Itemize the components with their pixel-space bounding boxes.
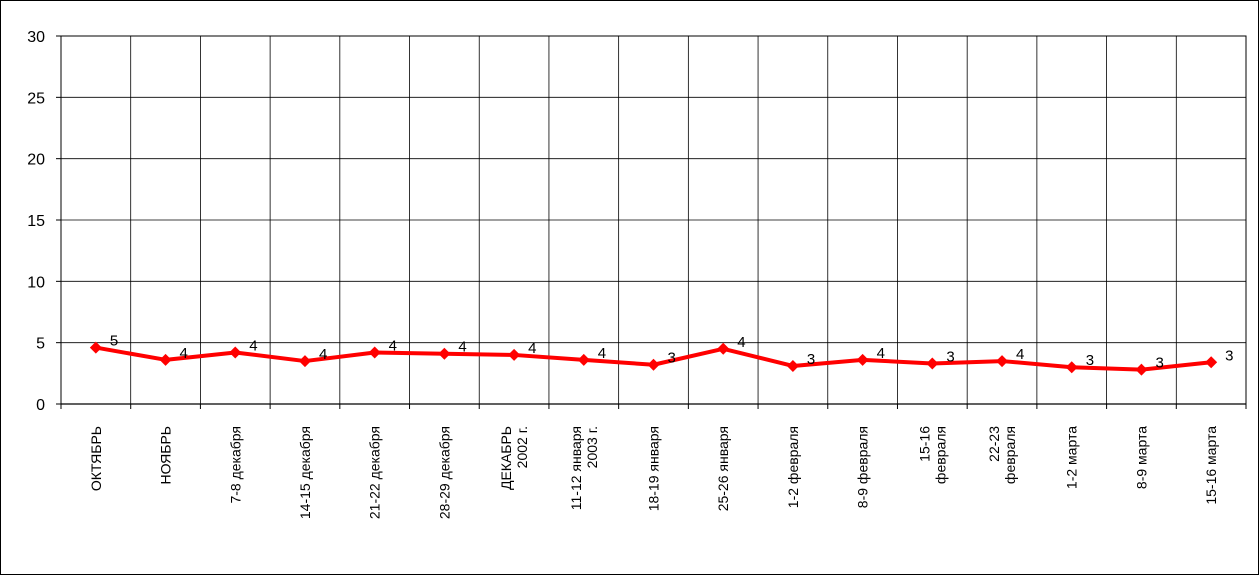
data-label: 4 (598, 345, 606, 362)
x-tick-label-line: 18-19 января (646, 426, 662, 511)
data-point (159, 353, 172, 366)
x-tick-label: ОКТЯБРЬ (88, 426, 104, 491)
data-point (368, 346, 381, 359)
data-point (1205, 356, 1218, 369)
y-tick-label: 5 (36, 336, 45, 353)
y-tick-label: 0 (36, 397, 45, 414)
x-tick-label: 21-22 декабря (367, 426, 383, 519)
x-tick-label-line: 22-23 (986, 426, 1002, 462)
data-label: 4 (458, 339, 466, 356)
x-tick-label-line: НОЯБРЬ (158, 426, 174, 485)
data-point (1135, 363, 1148, 376)
data-label: 4 (528, 340, 536, 357)
y-tick-label: 15 (27, 213, 45, 230)
x-tick-label-line: 1-2 февраля (785, 426, 801, 508)
x-tick-label-line: ОКТЯБРЬ (88, 426, 104, 491)
x-tick-label-line: 15-16 марта (1203, 426, 1219, 505)
x-tick-label: 1-2 марта (1064, 426, 1080, 489)
data-point (229, 346, 242, 359)
x-tick-label: 8-9 февраля (855, 426, 871, 508)
x-tick-label-line: 25-26 января (715, 426, 731, 511)
y-tick-label: 25 (27, 90, 45, 107)
x-tick-label-line: 7-8 декабря (227, 426, 243, 504)
data-label: 3 (807, 351, 815, 368)
data-label: 4 (319, 346, 327, 363)
x-tick-label: 28-29 декабря (436, 426, 452, 519)
x-tick-label-line: 1-2 марта (1064, 426, 1080, 489)
x-tick-label-line: февраля (932, 426, 948, 484)
data-point (438, 347, 451, 360)
x-tick-label: 15-16февраля (916, 426, 948, 484)
data-label: 3 (1155, 355, 1163, 372)
y-tick-label: 30 (27, 29, 45, 46)
data-point (717, 342, 730, 355)
x-tick-label-line: 28-29 декабря (436, 426, 452, 519)
x-tick-label: ДЕКАБРЬ2002 г. (498, 426, 530, 490)
data-label: 3 (1225, 347, 1233, 364)
x-tick-label-line: 2003 г. (584, 426, 600, 468)
data-point (926, 357, 939, 370)
x-tick-label-line: 2002 г. (514, 426, 530, 468)
data-label: 4 (737, 334, 745, 351)
data-point (89, 341, 102, 354)
x-tick-label-line: 15-16 (916, 426, 932, 462)
y-tick-label: 10 (27, 274, 45, 291)
x-tick-label: НОЯБРЬ (158, 426, 174, 485)
data-point (508, 348, 521, 361)
x-tick-label-line: 8-9 марта (1133, 426, 1149, 489)
x-tick-label-line: февраля (1002, 426, 1018, 484)
data-label: 3 (1086, 352, 1094, 369)
x-tick-label-line: ДЕКАБРЬ (498, 426, 514, 490)
x-tick-label: 11-12 января2003 г. (568, 426, 600, 510)
x-tick-label: 1-2 февраля (785, 426, 801, 508)
data-point (647, 358, 660, 371)
x-tick-label: 14-15 декабря (297, 426, 313, 519)
x-tick-label-line: 11-12 января (568, 426, 584, 510)
x-tick-label: 7-8 декабря (227, 426, 243, 504)
x-tick-label: 25-26 января (715, 426, 731, 511)
x-tick-label: 18-19 января (646, 426, 662, 511)
data-point (996, 355, 1009, 368)
data-label: 3 (946, 349, 954, 366)
data-point (298, 355, 311, 368)
data-label: 4 (180, 345, 188, 362)
data-label: 4 (877, 345, 885, 362)
data-point (786, 359, 799, 372)
x-tick-label: 8-9 марта (1133, 426, 1149, 489)
y-tick-label: 20 (27, 152, 45, 169)
data-label: 3 (668, 350, 676, 367)
data-label: 4 (389, 337, 397, 354)
x-tick-label: 22-23февраля (986, 426, 1018, 484)
data-point (577, 353, 590, 366)
data-label: 4 (249, 337, 257, 354)
data-point (856, 353, 869, 366)
x-tick-label-line: 8-9 февраля (855, 426, 871, 508)
x-tick-label-line: 14-15 декабря (297, 426, 313, 519)
x-tick-label-line: 21-22 декабря (367, 426, 383, 519)
x-tick-label: 15-16 марта (1203, 426, 1219, 505)
data-label: 4 (1016, 346, 1024, 363)
plot-area: 0 5 10 15 20 25 30 ОКТЯБРЬ НОЯБРЬ 7-8 декабря 14-1… (27, 29, 1247, 519)
data-label: 5 (110, 333, 118, 350)
data-point (1065, 361, 1078, 374)
